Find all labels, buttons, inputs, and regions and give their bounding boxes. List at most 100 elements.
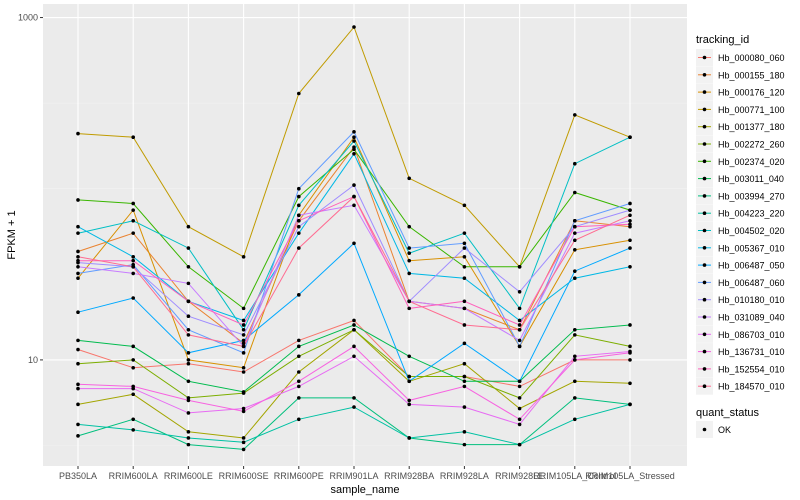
- data-point: [241, 323, 246, 327]
- data-point: [352, 323, 356, 327]
- x-tick-label: RRIM928BA: [384, 471, 434, 481]
- data-point: [462, 241, 467, 246]
- data-point: [628, 208, 632, 212]
- data-point: [462, 405, 467, 409]
- data-point: [186, 314, 191, 319]
- data-point: [352, 405, 356, 409]
- data-point: [297, 293, 301, 297]
- data-point: [76, 276, 80, 281]
- data-point: [76, 386, 80, 391]
- data-point: [186, 333, 191, 337]
- data-point: [628, 213, 632, 218]
- data-point: [628, 381, 632, 386]
- data-point: [407, 299, 412, 304]
- legend-label: Hb_004502_020: [718, 226, 785, 236]
- data-point: [517, 417, 522, 422]
- data-point: [241, 436, 246, 440]
- legend-label: Hb_002374_020: [718, 157, 785, 167]
- data-point: [241, 365, 246, 370]
- data-point: [241, 409, 246, 414]
- legend-key-point: [702, 263, 707, 267]
- data-point: [573, 354, 577, 359]
- data-point: [462, 246, 467, 250]
- data-point: [297, 396, 301, 400]
- legend-label: Hb_003994_270: [718, 191, 785, 201]
- data-point: [131, 296, 135, 300]
- data-point: [352, 151, 356, 156]
- legend-key-point: [702, 280, 707, 285]
- data-point: [297, 186, 301, 191]
- legend-key-point: [702, 211, 707, 215]
- x-tick-label: RRIM928LE: [495, 471, 544, 481]
- data-point: [297, 370, 301, 374]
- legend-key-point: [702, 228, 707, 233]
- data-point: [462, 374, 467, 379]
- data-point: [628, 358, 632, 362]
- data-point: [352, 396, 356, 400]
- data-point: [573, 247, 577, 252]
- minor-gridlines: [43, 102, 687, 446]
- legend-items: Hb_000080_060 Hb_000155_180 Hb_000176_120 H…: [696, 49, 785, 395]
- data-point: [573, 238, 577, 243]
- data-point: [76, 198, 80, 202]
- x-tick-label: RRIM600LE: [164, 471, 213, 481]
- data-point: [407, 271, 412, 276]
- data-point: [297, 379, 301, 384]
- data-point: [131, 392, 135, 397]
- data-point: [462, 341, 467, 346]
- data-point: [573, 161, 577, 166]
- data-point: [241, 318, 246, 323]
- data-point: [131, 208, 135, 212]
- data-point: [462, 299, 467, 304]
- data-point: [76, 249, 80, 254]
- legend-key-point: [702, 384, 707, 389]
- data-point: [297, 203, 301, 208]
- data-point: [628, 135, 632, 140]
- data-point: [628, 344, 632, 349]
- data-point: [573, 190, 577, 195]
- data-point: [186, 396, 191, 400]
- data-point: [628, 264, 632, 269]
- shape-legend-label: OK: [718, 425, 731, 435]
- data-point: [462, 323, 467, 327]
- data-point: [352, 135, 356, 140]
- data-point: [186, 430, 191, 434]
- legend-label: Hb_031089_040: [718, 313, 785, 323]
- legend-key-point: [702, 159, 707, 164]
- legend-key-point: [702, 332, 707, 337]
- legend: tracking_id Hb_000080_060Hb_000155_180Hb…: [696, 34, 785, 438]
- legend-key-point: [702, 107, 707, 112]
- data-point: [297, 213, 301, 218]
- data-point: [352, 139, 356, 143]
- data-point: [628, 222, 632, 227]
- data-point: [186, 358, 191, 362]
- data-point: [297, 224, 301, 229]
- data-point: [407, 224, 412, 229]
- data-point: [297, 338, 301, 343]
- data-point: [462, 203, 467, 208]
- data-point: [573, 333, 577, 337]
- legend-label: Hb_086703_010: [718, 330, 785, 340]
- data-point: [573, 113, 577, 117]
- data-point: [407, 374, 412, 379]
- data-point: [462, 430, 467, 434]
- data-point: [407, 306, 412, 311]
- data-point: [76, 131, 80, 136]
- data-point: [131, 258, 135, 263]
- data-point: [573, 231, 577, 235]
- data-point: [462, 361, 467, 366]
- legend-label: Hb_136731_010: [718, 347, 785, 357]
- data-point: [352, 203, 356, 208]
- data-point: [517, 344, 522, 349]
- data-point: [76, 255, 80, 259]
- data-point: [573, 224, 577, 229]
- data-point: [573, 327, 577, 332]
- data-point: [186, 379, 191, 384]
- data-point: [186, 299, 191, 304]
- data-point: [131, 264, 135, 269]
- data-point: [407, 246, 412, 250]
- data-point: [462, 276, 467, 281]
- data-point: [131, 218, 135, 223]
- data-point: [517, 289, 522, 294]
- data-point: [462, 306, 467, 311]
